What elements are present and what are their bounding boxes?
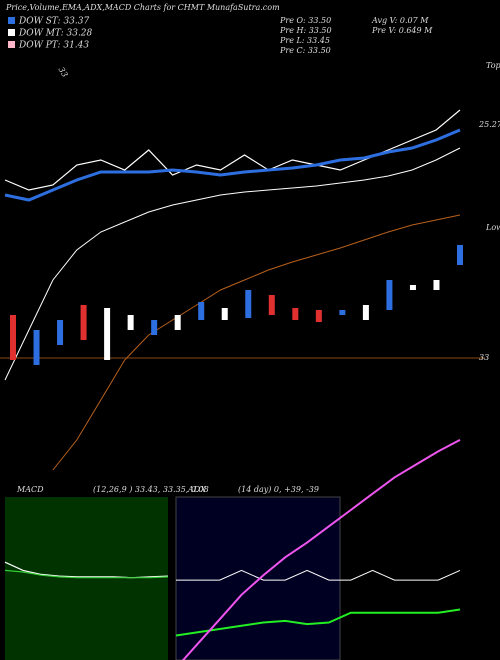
side-label: Tops bbox=[486, 61, 500, 70]
range-bar bbox=[457, 245, 463, 265]
rotated-label: 33 bbox=[57, 66, 70, 79]
range-bar bbox=[174, 315, 181, 330]
range-bar bbox=[198, 302, 205, 320]
info: Pre H: 33.50 bbox=[279, 26, 332, 35]
range-bar bbox=[245, 290, 252, 318]
adx-panel bbox=[175, 496, 341, 660]
range-bar bbox=[268, 295, 275, 315]
range-bar bbox=[409, 285, 416, 290]
legend-entry: DOW ST: 33.37 bbox=[18, 17, 89, 27]
legend-entry: DOW PT: 31.43 bbox=[18, 41, 89, 51]
title: Price,Volume,EMA,ADX,MACD Charts for CHM… bbox=[5, 3, 280, 12]
info: Pre C: 33.50 bbox=[279, 46, 331, 55]
side-label: Lows bbox=[485, 223, 500, 232]
series-line bbox=[52, 214, 461, 471]
panel-title: ADX bbox=[187, 485, 206, 494]
range-bar bbox=[33, 330, 40, 365]
legend-swatch bbox=[8, 29, 15, 36]
range-bar bbox=[315, 310, 322, 322]
info: Pre V: 0.649 M bbox=[371, 26, 433, 35]
panel-title: MACD bbox=[16, 485, 44, 494]
range-bar bbox=[127, 315, 134, 330]
range-bar bbox=[10, 315, 16, 360]
legend-swatch bbox=[8, 41, 15, 48]
macd-panel bbox=[5, 497, 168, 660]
series-line bbox=[4, 147, 461, 381]
legend-entry: DOW MT: 33.28 bbox=[18, 29, 93, 39]
annotation: 25.27 bbox=[478, 120, 500, 129]
info: Pre L: 33.45 bbox=[279, 36, 330, 45]
info: Pre O: 33.50 bbox=[279, 16, 331, 25]
range-bar bbox=[221, 308, 228, 320]
series-line bbox=[181, 439, 461, 660]
range-bar bbox=[104, 308, 111, 360]
legend-swatch bbox=[8, 17, 15, 24]
range-bar bbox=[362, 305, 369, 320]
panel-subtitle: (14 day) 0, +39, -39 bbox=[238, 485, 319, 494]
panel-subtitle: (12,26,9 ) 33.43, 33.35, 0.08 bbox=[93, 485, 209, 494]
annotation: 33 bbox=[479, 353, 489, 362]
info: Avg V: 0.07 M bbox=[371, 16, 429, 25]
range-bar bbox=[57, 320, 64, 345]
series-line bbox=[175, 608, 461, 637]
series-line bbox=[4, 128, 461, 202]
range-bar bbox=[386, 280, 393, 310]
range-bar bbox=[292, 308, 299, 320]
range-bar bbox=[80, 305, 87, 340]
series-line bbox=[176, 569, 461, 581]
range-bar bbox=[339, 310, 346, 315]
range-bar bbox=[151, 320, 158, 335]
series-line bbox=[4, 569, 169, 579]
range-bar bbox=[433, 280, 440, 290]
